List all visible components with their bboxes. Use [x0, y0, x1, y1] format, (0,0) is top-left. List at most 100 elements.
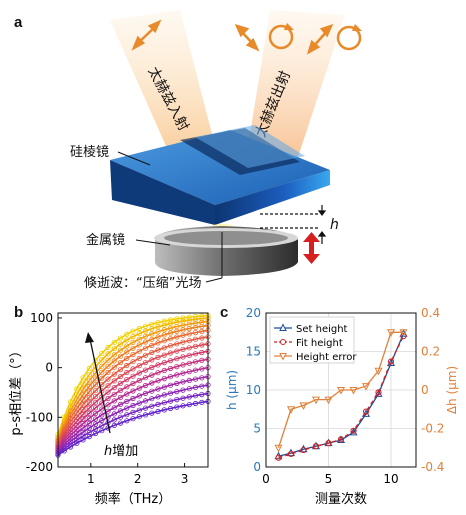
- series-point-13: [192, 393, 199, 399]
- series-point-4: [117, 353, 124, 359]
- series-point-5: [149, 342, 155, 349]
- series-point-14: [99, 428, 105, 434]
- series-point-height-error: [324, 396, 333, 405]
- x-tick-label: 10: [383, 472, 398, 486]
- y-left-tick-label: 20: [246, 306, 261, 320]
- series-point-2: [199, 316, 205, 322]
- series-point-10: [186, 369, 192, 375]
- series-point-13: [117, 414, 124, 420]
- outgoing-circular-polarization-icon: [268, 23, 294, 50]
- series-point-5: [142, 345, 149, 351]
- mirror-leader-line: [135, 239, 171, 246]
- series-point-height-error: [399, 329, 408, 337]
- series-point-12: [74, 434, 80, 440]
- series-point-1: [180, 315, 186, 321]
- series-point-13: [149, 403, 155, 409]
- legend-marker-2: [280, 339, 286, 345]
- series-point-12: [111, 411, 117, 417]
- series-point-8: [142, 367, 149, 373]
- series-point-7: [199, 342, 205, 348]
- series-point-8: [124, 377, 130, 383]
- series-point-14: [124, 418, 130, 424]
- series-point-3: [130, 339, 136, 346]
- series-point-4: [155, 334, 161, 340]
- series-point-9: [92, 405, 99, 411]
- series-point-7: [192, 343, 199, 349]
- series-point-8: [180, 354, 186, 360]
- series-point-10: [155, 378, 161, 384]
- series-point-13: [174, 397, 180, 403]
- gap-h-indicator: [260, 205, 327, 244]
- series-point-10: [149, 380, 155, 386]
- series-point-9: [136, 377, 142, 384]
- legend-marker-3: [279, 353, 287, 361]
- series-point-7: [124, 369, 130, 376]
- series-point-10: [142, 382, 149, 389]
- series-point-6: [130, 359, 136, 365]
- series-point-2: [155, 324, 161, 330]
- series-point-7: [117, 373, 124, 380]
- series-point-2: [86, 372, 92, 378]
- series-point-14: [74, 440, 80, 446]
- series-point-10: [111, 398, 117, 404]
- series-point-6: [111, 371, 117, 377]
- series-point-1: [74, 386, 80, 392]
- series-point-12: [142, 398, 149, 404]
- series-point-3: [167, 325, 174, 331]
- series-point-3: [111, 352, 117, 358]
- series-point-8: [199, 349, 205, 356]
- series-point-10: [117, 394, 124, 401]
- series-point-8: [130, 373, 136, 379]
- series-point-1: [174, 316, 180, 322]
- series-point-14: [142, 412, 149, 418]
- series-point-14: [92, 430, 99, 437]
- series-point-4: [136, 342, 142, 348]
- series-point-8: [136, 370, 142, 376]
- series-point-4: [142, 339, 149, 345]
- x-tick-label: 3: [181, 472, 189, 486]
- series-point-12: [130, 402, 136, 409]
- series-point-2: [124, 337, 130, 343]
- series-point-5: [186, 331, 192, 337]
- series-point-8: [192, 351, 199, 357]
- series-point-10: [136, 385, 142, 391]
- series-point-1: [124, 331, 130, 337]
- series-point-10: [124, 391, 130, 397]
- y-axis-label: p-s相位差（°）: [9, 344, 24, 435]
- series-point-6: [136, 355, 142, 362]
- series-point-7: [167, 350, 174, 356]
- series-point-14: [174, 404, 180, 410]
- series-point-set-height: [286, 448, 296, 457]
- series-point-12: [105, 414, 111, 420]
- series-point-12: [117, 408, 124, 414]
- series-point-fit-height: [275, 454, 282, 461]
- series-fit-line-7: [57, 343, 209, 446]
- series-point-5: [161, 338, 167, 344]
- x-tick-label: 2: [134, 472, 142, 486]
- series-point-11: [99, 412, 105, 418]
- series-point-13: [130, 409, 136, 416]
- series-point-14: [111, 422, 117, 429]
- series-fit-line-8: [57, 350, 209, 447]
- series-point-8: [155, 362, 161, 368]
- series-point-12: [124, 405, 130, 411]
- series-fit-line-2: [57, 317, 209, 438]
- plot-frame: [265, 312, 417, 468]
- y-left-tick-label: 5: [253, 422, 261, 436]
- series-point-6: [180, 339, 186, 345]
- series-point-set-height: [299, 444, 308, 453]
- series-point-height-error: [286, 406, 296, 414]
- series-point-9: [167, 365, 174, 372]
- y-right-tick-label: -0.4: [421, 460, 444, 474]
- y-right-axis-label: Δh (μm): [445, 366, 459, 414]
- series-point-8: [86, 405, 92, 411]
- series-point-height-error: [311, 396, 321, 405]
- series-point-6: [186, 337, 192, 344]
- series-point-2: [80, 381, 86, 387]
- series-point-11: [199, 375, 205, 381]
- series-point-9: [161, 367, 167, 374]
- series-point-3: [124, 343, 130, 349]
- mirror-movement-arrow-icon: [303, 232, 320, 264]
- series-point-3: [86, 378, 92, 384]
- series-point-set-height: [374, 389, 383, 397]
